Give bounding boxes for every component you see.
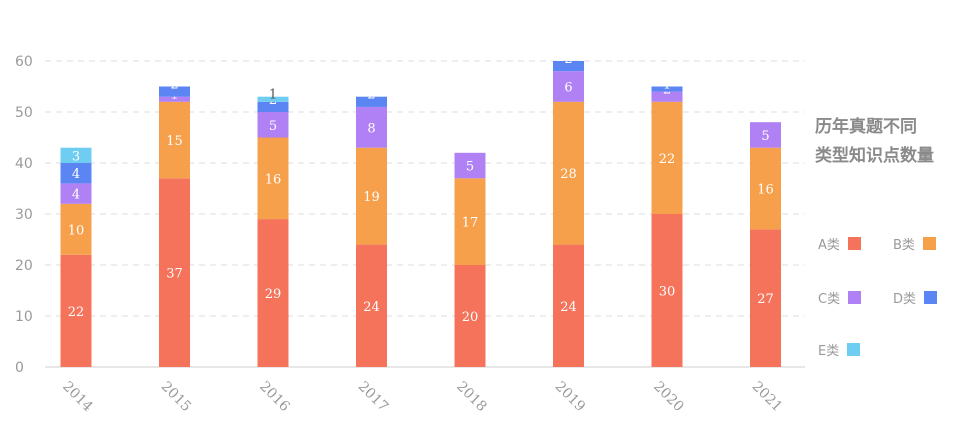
bars: 22 10 4 4 3 37 15 1 2 29 16 5 2 1 24 19 8 2 20 17 5 24 28 6 2 30 2… xyxy=(60,52,781,367)
bar-group-2015: 371512 xyxy=(159,78,190,367)
bar-group-2018: 20 17 5 xyxy=(454,152,486,367)
y-tick-label-0: 0 xyxy=(15,360,24,376)
data-label-2018-B类: 17 xyxy=(462,216,479,231)
bar-segment-2014-C类 xyxy=(60,183,92,204)
bar-segment-2015-D类 xyxy=(159,86,190,97)
data-label-2018-C类: 5 xyxy=(466,160,474,175)
data-label-2014-A类: 22 xyxy=(68,305,85,320)
data-label-2020-D类: 1 xyxy=(663,78,671,93)
bar-segment-2015-A类 xyxy=(159,178,190,367)
bar-segment-2016-A类 xyxy=(257,219,289,367)
x-tick-label-2019: 2019 xyxy=(552,379,589,416)
bar-segment-2019-A类 xyxy=(553,244,584,367)
data-label-2017-A类: 24 xyxy=(363,300,380,315)
data-label-2016-E类: 1 xyxy=(269,88,277,103)
y-tick-label-20: 20 xyxy=(15,258,33,274)
x-tick-label-2017: 2017 xyxy=(355,379,392,416)
chart-title-line-2: 类型知识点数量 xyxy=(815,146,934,166)
data-label-2019-A类: 24 xyxy=(560,300,577,315)
bar-segment-2019-D类 xyxy=(553,61,584,72)
y-tick-label-50: 50 xyxy=(15,105,33,121)
bar-segment-2020-C类 xyxy=(651,91,683,102)
y-tick-label-60: 60 xyxy=(15,54,33,70)
bar-segment-2015-C类 xyxy=(159,96,190,102)
x-tick-label-2015: 2015 xyxy=(158,379,195,416)
bar-group-2017: 24 19 8 2 xyxy=(356,88,387,367)
data-label-2021-A类: 27 xyxy=(757,292,774,307)
data-label-2017-C类: 8 xyxy=(367,121,375,136)
bar-segment-2014-A类 xyxy=(60,254,92,367)
x-tick-label-2020: 2020 xyxy=(650,379,687,416)
x-tick-label-2021: 2021 xyxy=(749,379,786,416)
data-label-2021-C类: 5 xyxy=(761,129,769,144)
bar-segment-2020-A类 xyxy=(651,214,683,367)
bar-segment-2017-D类 xyxy=(356,96,387,107)
data-label-2019-D类: 2 xyxy=(564,52,572,67)
chart-title: 历年真题不同 类型知识点数量 xyxy=(815,113,965,171)
bar-segment-2014-D类 xyxy=(60,163,92,184)
bar-segment-2014-B类 xyxy=(60,203,92,255)
bar-segment-2018-A类 xyxy=(454,265,486,367)
bar-segment-2016-C类 xyxy=(257,112,289,138)
x-tick-label-2014: 2014 xyxy=(59,379,96,416)
bar-segment-2015-B类 xyxy=(159,101,190,179)
data-label-2015-D类: 2 xyxy=(170,78,178,93)
data-label-2021-B类: 16 xyxy=(757,183,774,198)
bar-group-2021: 27 16 5 xyxy=(750,122,781,367)
data-label-2016-B类: 16 xyxy=(265,172,282,187)
bar-group-2019: 24 28 6 2 xyxy=(553,52,584,367)
bar-segment-2017-B类 xyxy=(356,147,387,245)
bar-segment-2016-E类 xyxy=(257,96,289,102)
y-tick-label-40: 40 xyxy=(15,156,33,172)
data-label-2014-D类: 4 xyxy=(72,167,80,182)
y-axis: 0 10 20 30 40 50 60 xyxy=(15,54,33,376)
bar-group-2020: 302221 xyxy=(651,78,683,367)
x-tick-label-2016: 2016 xyxy=(256,379,293,416)
bar-segment-2016-D类 xyxy=(257,101,289,112)
bar-segment-2021-B类 xyxy=(750,147,781,230)
data-label-2018-A类: 20 xyxy=(462,310,479,325)
data-label-2014-B类: 10 xyxy=(68,223,85,238)
bar-segment-2020-B类 xyxy=(651,101,683,214)
data-label-2017-B类: 19 xyxy=(363,190,380,205)
bar-segment-2016-B类 xyxy=(257,137,289,220)
bar-segment-2017-C类 xyxy=(356,106,387,148)
data-label-2015-A类: 37 xyxy=(166,267,183,282)
y-tick-label-30: 30 xyxy=(15,207,33,223)
x-tick-label-2018: 2018 xyxy=(453,379,490,416)
data-label-2020-A类: 30 xyxy=(659,285,676,300)
bar-segment-2020-D类 xyxy=(651,86,683,92)
bar-segment-2018-B类 xyxy=(454,178,486,265)
data-label-2016-C类: 5 xyxy=(269,119,277,134)
data-label-2016-A类: 29 xyxy=(265,287,282,302)
x-axis: 2014 2015 2016 2017 2018 2019 2020 2021 xyxy=(59,379,785,416)
data-label-2014-E类: 3 xyxy=(72,149,80,164)
bar-segment-2017-A类 xyxy=(356,244,387,367)
bar-segment-2018-C类 xyxy=(454,152,486,179)
data-label-2014-C类: 4 xyxy=(72,188,80,203)
bar-segment-2019-B类 xyxy=(553,101,584,245)
bar-group-2014: 22 10 4 4 3 xyxy=(60,147,92,367)
data-label-2019-B类: 28 xyxy=(560,167,577,182)
chart-title-line-1: 历年真题不同 xyxy=(815,117,917,137)
y-tick-label-10: 10 xyxy=(15,309,33,325)
bar-group-2016: 2916521 xyxy=(257,88,289,367)
bar-segment-2021-C类 xyxy=(750,122,781,148)
data-label-2020-B类: 22 xyxy=(659,152,676,167)
bar-segment-2019-C类 xyxy=(553,71,584,102)
data-label-2017-D类: 2 xyxy=(367,88,375,103)
bar-segment-2021-A类 xyxy=(750,229,781,367)
data-label-2015-B类: 15 xyxy=(166,134,183,149)
bar-segment-2014-E类 xyxy=(60,147,92,163)
data-label-2019-C类: 6 xyxy=(564,81,572,96)
